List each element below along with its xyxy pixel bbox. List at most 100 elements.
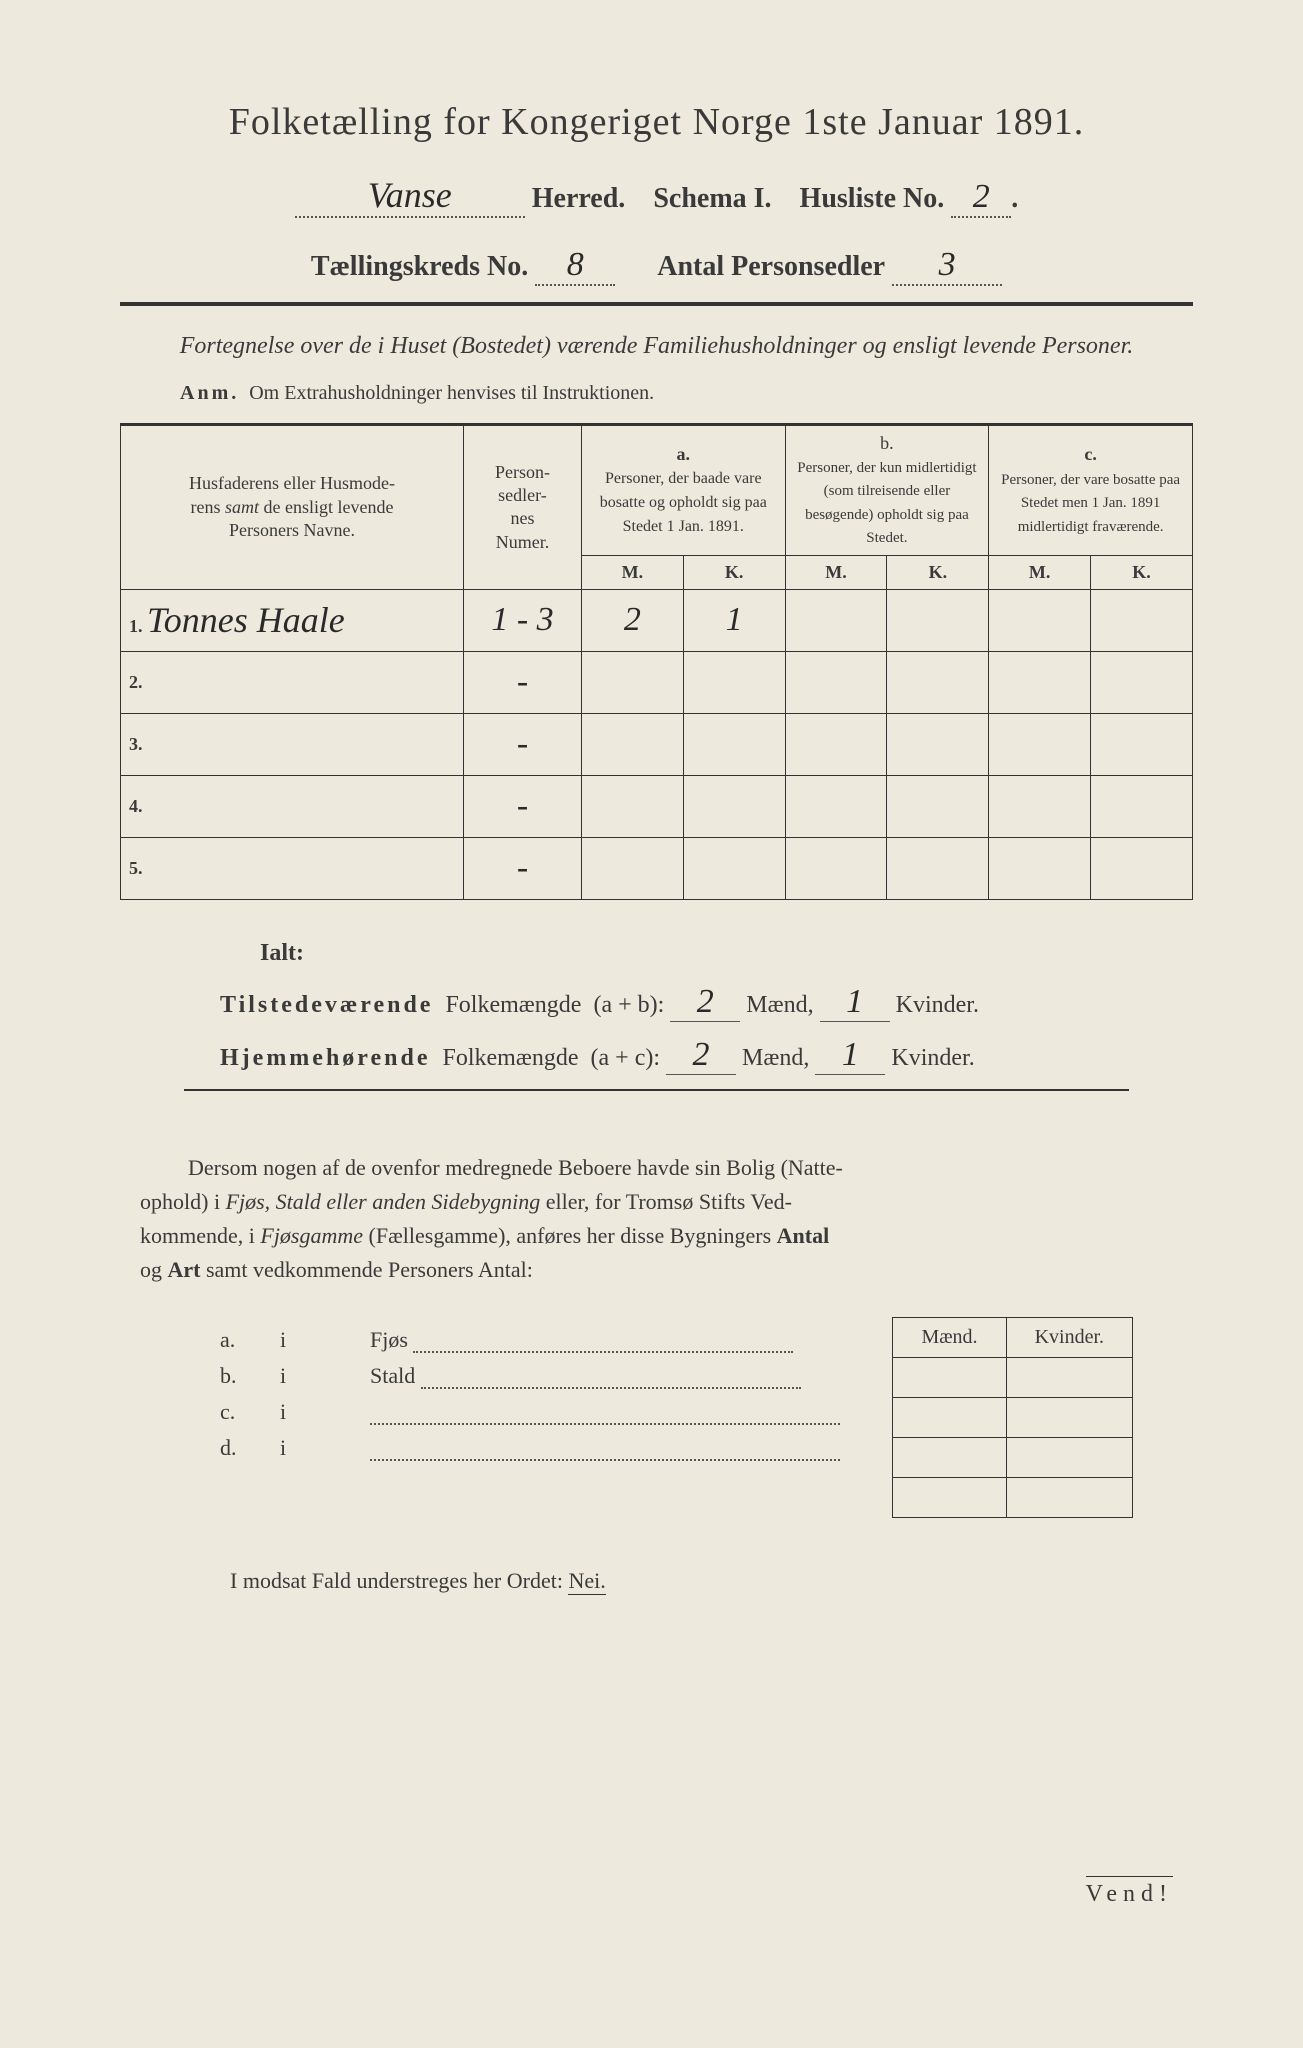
abcd-letter: d. [220, 1435, 280, 1461]
row-name-cell: 4. [121, 775, 464, 837]
abcd-row: b.iStald [220, 1363, 892, 1389]
abcd-dots [370, 1459, 840, 1461]
ab-label: (a + b): [593, 992, 664, 1018]
row-b-m [785, 837, 887, 899]
row-c-k [1091, 713, 1193, 775]
hdr-c-m: M. [989, 555, 1091, 589]
row-c-k [1091, 775, 1193, 837]
modsat-nei: Nei. [568, 1568, 605, 1595]
husliste-dot: . [1011, 183, 1018, 214]
small-d-m [893, 1478, 1006, 1518]
herred-label: Herred. [532, 183, 626, 214]
abcd-dots [413, 1351, 793, 1353]
hdr-c-text: Personer, der vare bosatte paa Stedet me… [1001, 472, 1180, 535]
vend-label: Vend! [1086, 1876, 1173, 1908]
abcd-row: a.iFjøs [220, 1327, 892, 1353]
table-row: 5. - [121, 837, 1193, 899]
sedler-label: Antal Personsedler [657, 251, 885, 282]
row-a-k [683, 713, 785, 775]
small-m: Mænd. [893, 1318, 1006, 1358]
row-a-k: 1 [683, 589, 785, 651]
husliste-label: Husliste No. [800, 183, 945, 214]
modsat-text: I modsat Fald understreges her Ordet: [230, 1568, 563, 1593]
row-numer: - [464, 651, 582, 713]
row-a-m [581, 713, 683, 775]
row-numer: - [464, 837, 582, 899]
mk-small-table: Mænd. Kvinder. [892, 1317, 1133, 1518]
abcd-type: Fjøs [370, 1327, 413, 1352]
hdr-b-m: M. [785, 555, 887, 589]
row-c-m [989, 651, 1091, 713]
row-b-k [887, 651, 989, 713]
abcd-dots [421, 1387, 801, 1389]
hdr-a-m: M. [581, 555, 683, 589]
kvinder-1: Kvinder. [896, 992, 979, 1018]
row-name-cell: 1. Tonnes Haale [121, 589, 464, 651]
row-name-cell: 2. [121, 651, 464, 713]
census-form-page: Folketælling for Kongeriget Norge 1ste J… [0, 0, 1303, 2048]
abcd-i: i [280, 1327, 370, 1353]
paragraph: Dersom nogen af de ovenfor medregnede Be… [140, 1151, 1173, 1287]
header-line-3: Tællingskreds No. 8 Antal Personsedler 3 [120, 246, 1193, 286]
hdr-c-label: c. [1084, 444, 1097, 464]
row-c-m [989, 837, 1091, 899]
row-a-m [581, 837, 683, 899]
row-c-k [1091, 589, 1193, 651]
row-b-k [887, 837, 989, 899]
small-a-k [1006, 1358, 1132, 1398]
row-c-m [989, 713, 1091, 775]
small-c-k [1006, 1438, 1132, 1478]
tilstede-row: Tilstedeværende Folkemængde (a + b): 2 M… [220, 983, 1193, 1022]
kreds-value: 8 [567, 246, 584, 283]
abcd-i: i [280, 1363, 370, 1389]
main-table: Husfaderens eller Husmode-rens samt de e… [120, 423, 1193, 900]
rule-2 [184, 1089, 1128, 1091]
table-row: 3. - [121, 713, 1193, 775]
table-row: 4. - [121, 775, 1193, 837]
page-title: Folketælling for Kongeriget Norge 1ste J… [120, 100, 1193, 144]
sedler-value: 3 [939, 246, 956, 283]
hdr-c-k: K. [1091, 555, 1193, 589]
subtitle: Fortegnelse over de i Huset (Bostedet) v… [160, 330, 1153, 364]
row-a-k [683, 651, 785, 713]
table-row: 1. Tonnes Haale1 - 321 [121, 589, 1193, 651]
row-a-m: 2 [581, 589, 683, 651]
row-b-k [887, 775, 989, 837]
row-b-m [785, 775, 887, 837]
hdr-numer: Person-sedler-nesNumer. [464, 424, 582, 589]
abcd-letter: a. [220, 1327, 280, 1353]
ialt-label: Ialt: [260, 940, 1193, 967]
ac-label: (a + c): [591, 1045, 661, 1071]
tilstede-m: 2 [697, 983, 714, 1020]
husliste-value: 2 [973, 178, 990, 215]
summary-block: Ialt: Tilstedeværende Folkemængde (a + b… [220, 940, 1193, 1075]
abcd-dots [370, 1423, 840, 1425]
hdr-name: Husfaderens eller Husmode-rens samt de e… [121, 424, 464, 589]
abcd-i: i [280, 1435, 370, 1461]
abcd-i: i [280, 1399, 370, 1425]
schema-label: Schema I. [653, 183, 771, 214]
hdr-a-text: Personer, der baade vare bosatte og opho… [600, 470, 767, 535]
hjemme-label: Hjemmehørende [220, 1045, 431, 1071]
maend-2: Mænd, [742, 1045, 809, 1071]
row-numer: - [464, 713, 582, 775]
folkem-label-2: Folkemængde [443, 1045, 579, 1071]
table-row: 2. - [121, 651, 1193, 713]
herred-value: Vanse [368, 175, 452, 215]
hjemme-row: Hjemmehørende Folkemængde (a + c): 2 Mæn… [220, 1036, 1193, 1075]
row-b-m [785, 589, 887, 651]
row-c-k [1091, 651, 1193, 713]
row-numer: 1 - 3 [464, 589, 582, 651]
small-a-m [893, 1358, 1006, 1398]
anm-line: Anm. Om Extrahusholdninger henvises til … [180, 382, 1193, 405]
header-line-2: Vanse Herred. Schema I. Husliste No. 2. [120, 174, 1193, 218]
small-b-k [1006, 1398, 1132, 1438]
row-b-m [785, 651, 887, 713]
tilstede-label: Tilstedeværende [220, 992, 433, 1018]
row-a-k [683, 837, 785, 899]
hdr-b-label: b. [880, 433, 894, 453]
anm-label: Anm. [180, 382, 239, 404]
row-name: Tonnes Haale [147, 600, 345, 640]
row-c-m [989, 589, 1091, 651]
modsat-line: I modsat Fald understreges her Ordet: Ne… [230, 1568, 1193, 1594]
